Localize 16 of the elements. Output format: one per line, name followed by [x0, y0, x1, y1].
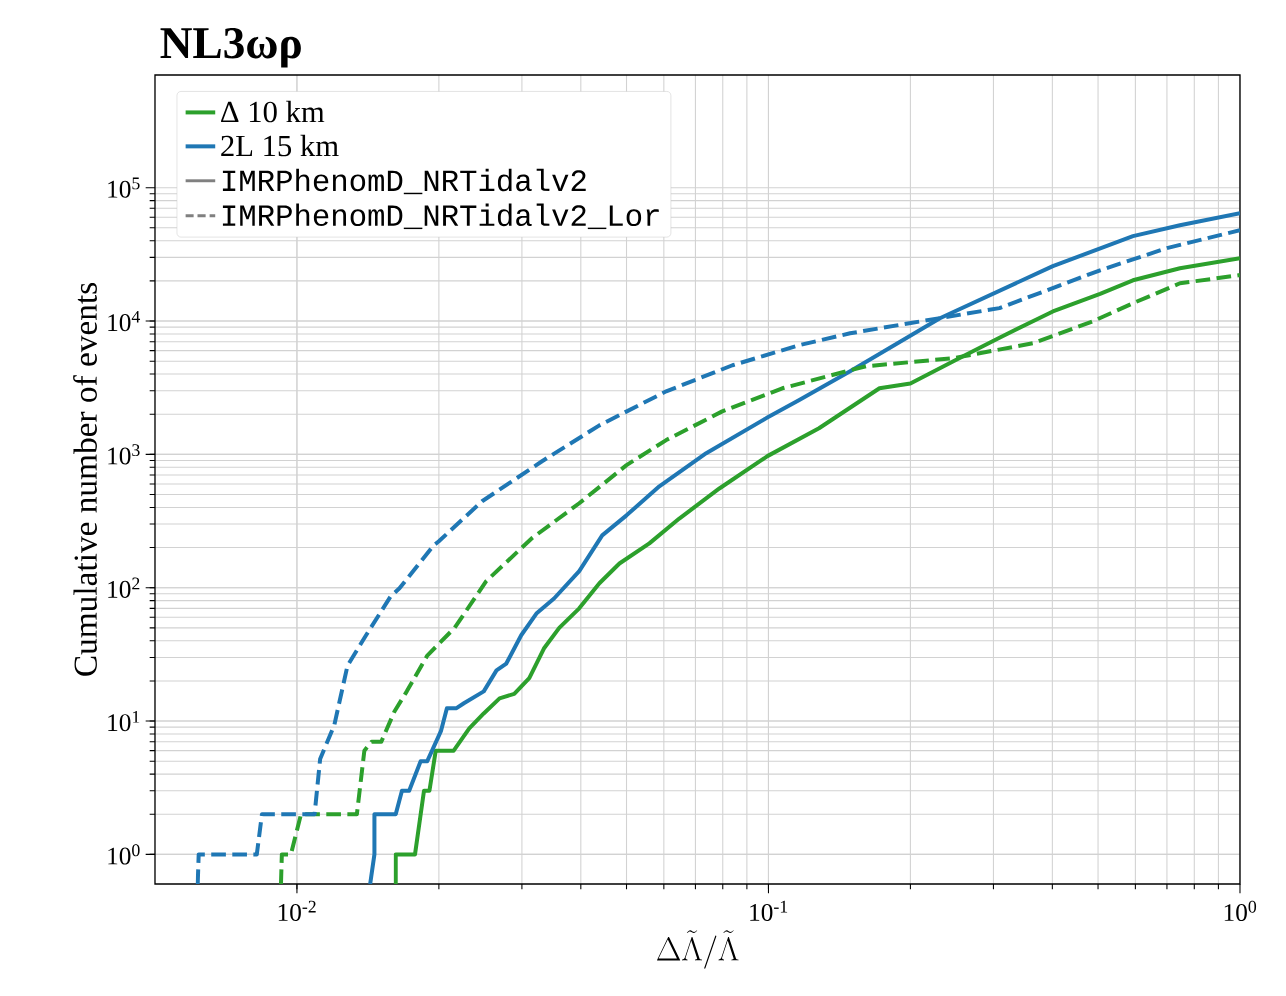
legend-label: Δ 10 km: [221, 100, 325, 123]
y-tick-label: 10$^{2}$: [108, 577, 140, 598]
y-tick-label: 10$^{0}$: [108, 844, 140, 865]
y-tick-label: 10$^{4}$: [108, 310, 141, 332]
legend-label: 2L 15 km: [221, 134, 339, 157]
y-tick-label: 10$^{5}$: [108, 177, 140, 198]
y-tick-label: 10$^{1}$: [108, 710, 140, 732]
chart-title: NL3ωρ: [160, 27, 301, 68]
annotation: IMRPhenomD_NRTidalv2: [222, 168, 586, 195]
x-tick-label: 10$^{-2}$: [278, 900, 316, 922]
x-tick-label: 10$^{0}$: [1224, 900, 1257, 922]
y-tick-label: 10$^{3}$: [108, 444, 140, 465]
x-tick-label: 10$^{-1}$: [750, 900, 788, 921]
y-axis-title: Cumulative number of events: [73, 283, 97, 676]
annotation: IMRPhenomD_NRTidalv2_Lor: [222, 203, 659, 230]
x-axis-title: $\Delta\tilde{\Lambda}/\tilde{\Lambda}$: [657, 930, 739, 969]
